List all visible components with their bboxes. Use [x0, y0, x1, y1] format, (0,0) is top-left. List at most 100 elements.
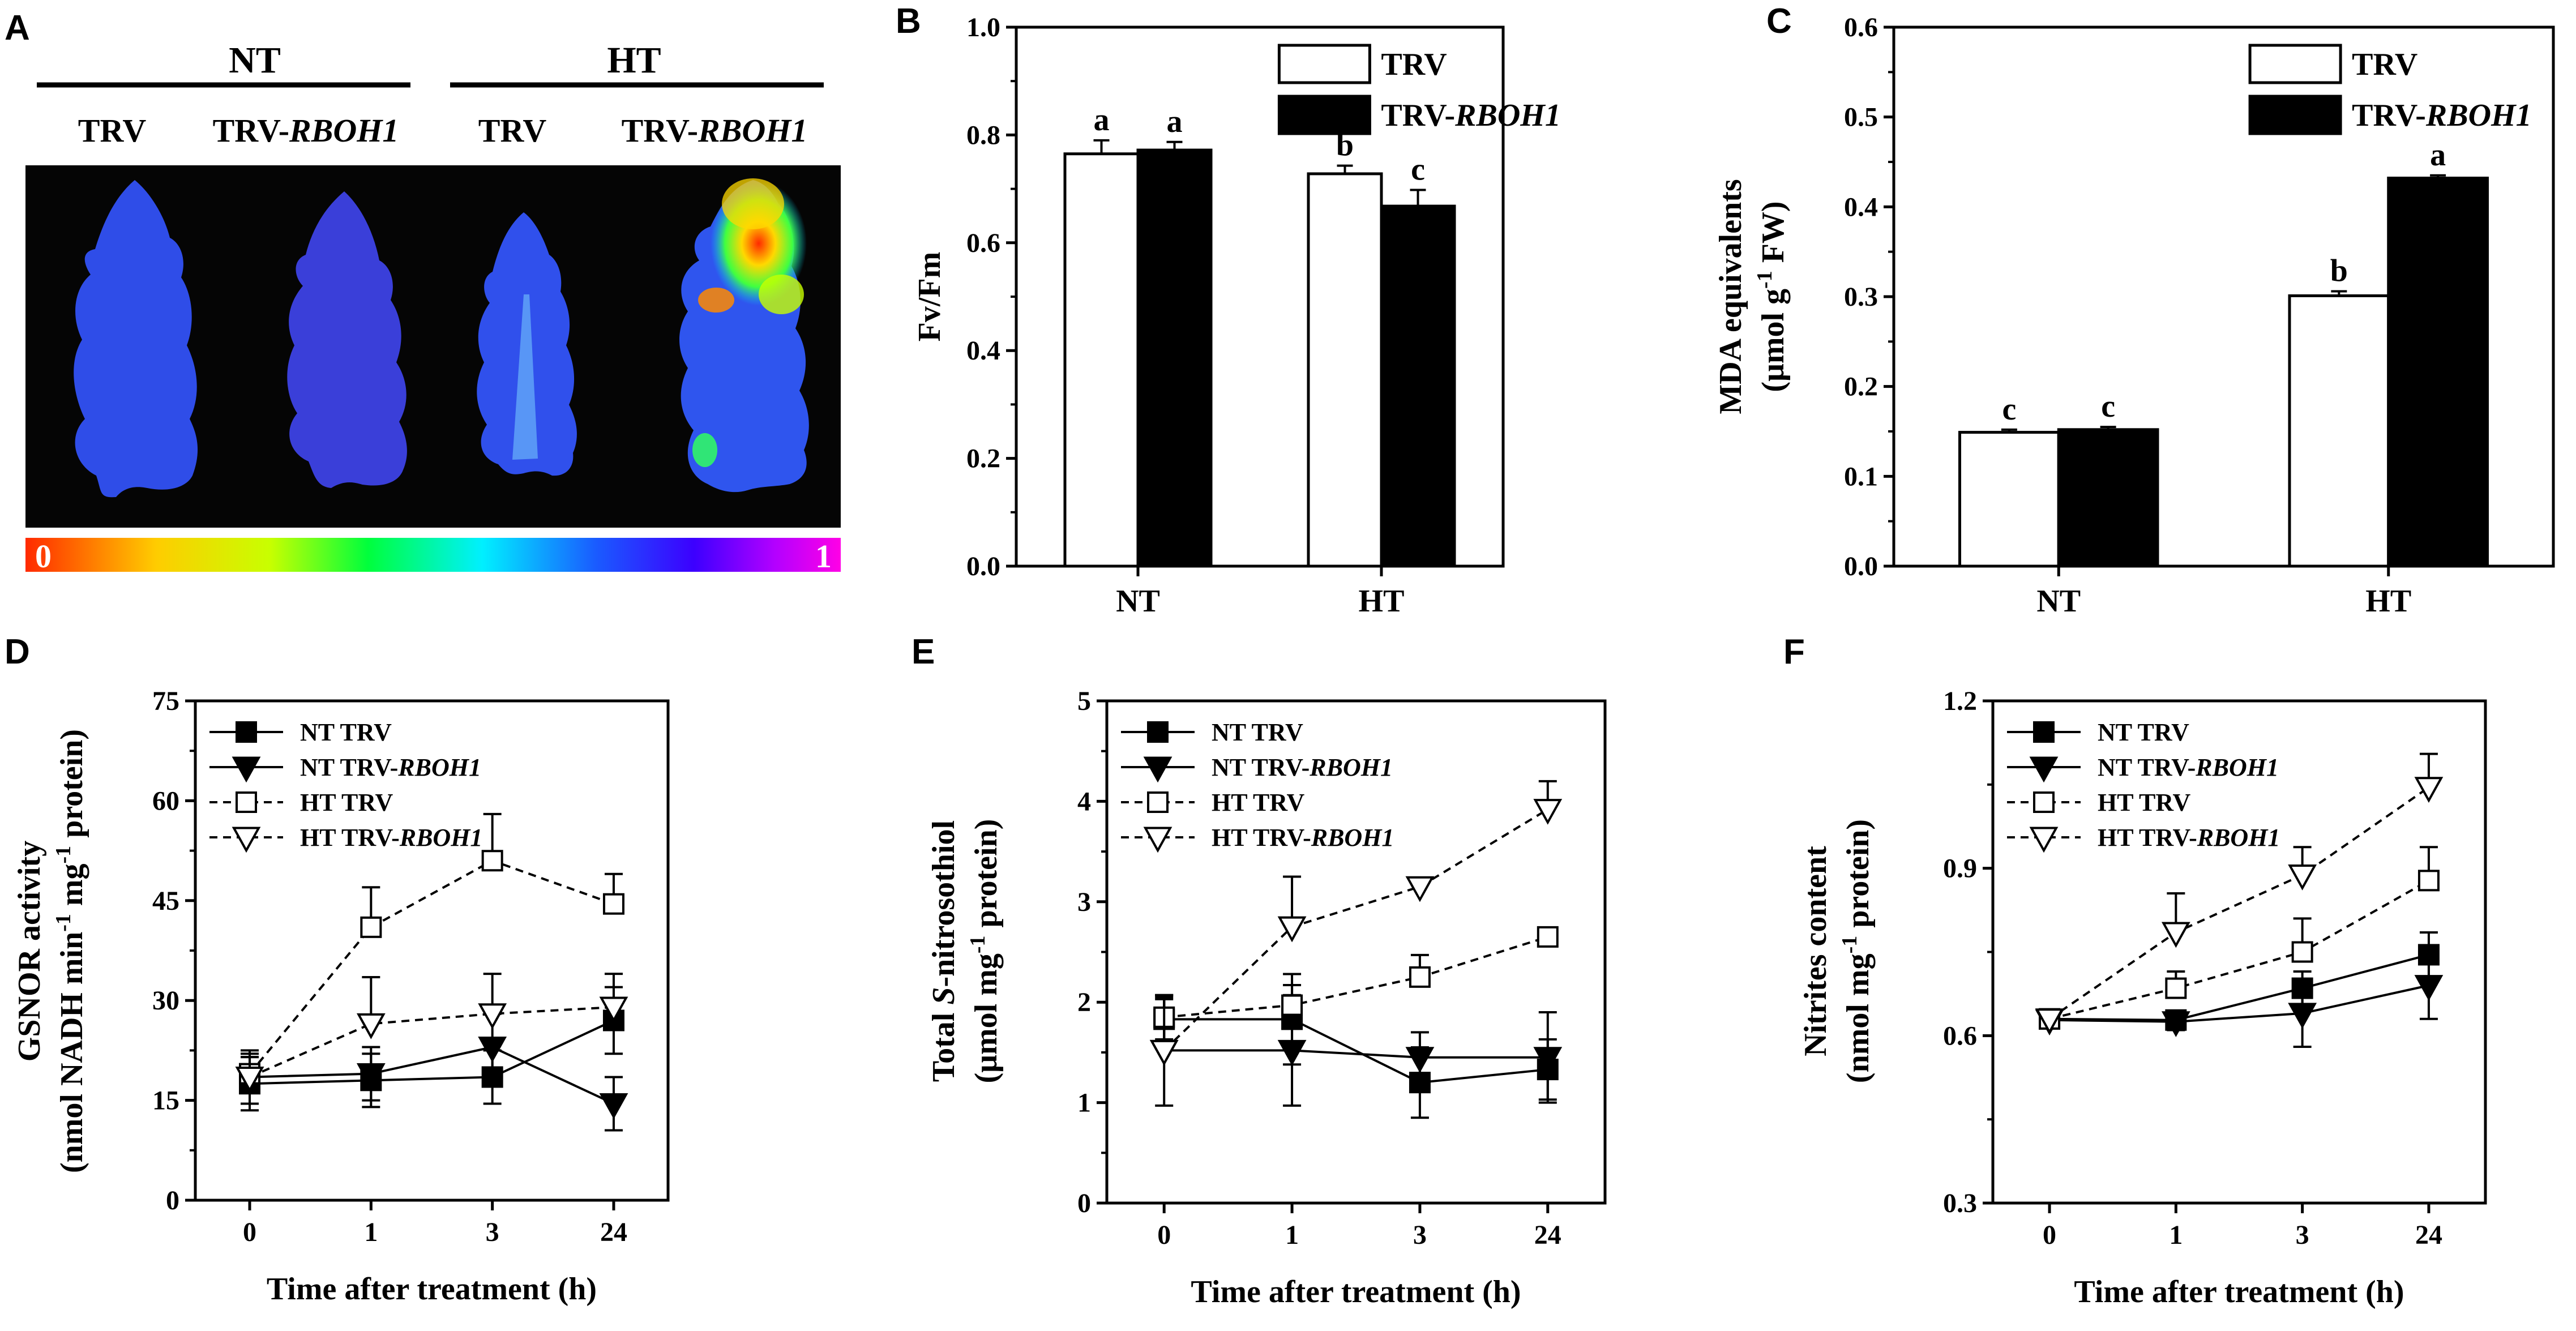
panel-c: C 0.0 0.1 0.2 0.3 0.4 0.5 0.6 NT c c HT b a TRV TRV-RBO… — [1713, 2, 2555, 619]
x-tick-label-d: 3 — [486, 1217, 499, 1247]
col-label-nt-trv-rboh1: TRV-RBOH1 — [213, 112, 399, 149]
marker-legend-d — [236, 791, 257, 813]
series-line-f-2 — [2049, 879, 2429, 1020]
x-tick-label-e: 24 — [1534, 1220, 1561, 1250]
legend-label-trv-rboh1-c: TRV-RBOH1 — [2352, 98, 2531, 133]
leaf-nt-trv-rboh1 — [287, 191, 407, 488]
y-axis-label-c-line2: (μmol g-1 FW) — [1753, 201, 1791, 392]
y-tick-label-c: 0.1 — [1844, 461, 1878, 491]
legend-label-d: HT TRV-RBOH1 — [300, 824, 482, 851]
marker-f-1 — [2288, 1003, 2317, 1029]
marker-d-1 — [599, 1093, 628, 1119]
series-line-d-1 — [249, 1046, 614, 1105]
x-tick-label-f: 1 — [2169, 1220, 2183, 1250]
marker-d-2 — [360, 916, 382, 938]
bar-c-nt-0 — [1958, 431, 2060, 568]
significance-letter-b: a — [1094, 102, 1110, 138]
marker-e-3 — [1405, 876, 1435, 902]
y-axis-label-c-line1: MDA equivalents — [1713, 179, 1748, 414]
y-tick-label-b: 0.6 — [966, 228, 1000, 258]
col-label-ht-trv: TRV — [478, 112, 547, 149]
legend-label-f: HT TRV — [2098, 789, 2191, 816]
series-line-f-0 — [2049, 953, 2429, 1021]
marker-e-1 — [1277, 1039, 1307, 1066]
bar-c-nt-1 — [2057, 428, 2159, 568]
marker-f-1 — [2414, 975, 2444, 1001]
panel-letter-c: C — [1766, 2, 1792, 41]
series-line-e-1 — [1164, 1049, 1548, 1059]
y-tick-label-c: 0.0 — [1844, 551, 1878, 581]
x-tick-label-e: 3 — [1413, 1220, 1427, 1250]
marker-d-1 — [356, 1063, 386, 1089]
y-tick-label-e: 5 — [1077, 686, 1091, 716]
x-category-label-c: HT — [2365, 584, 2411, 619]
series-line-e-0 — [1164, 1018, 1548, 1084]
significance-letter-c: c — [2101, 389, 2115, 424]
y-axis-label-f-line2: (nmol mg-1 protein) — [1838, 819, 1876, 1083]
panel-f: F 0.3 0.6 0.9 1.2 0 1 3 24 Time after treatment (… — [1783, 632, 2487, 1309]
legend-swatch-trv-rboh1-b — [1277, 95, 1371, 135]
marker-f-3 — [2414, 777, 2444, 803]
panel-letter-a: A — [5, 8, 30, 48]
scale-max-label: 1 — [815, 538, 832, 575]
y-tick-label-c: 0.4 — [1844, 192, 1878, 222]
significance-letter-b: c — [1411, 152, 1425, 187]
marker-legend-e — [1147, 791, 1169, 813]
legend-label-e: HT TRV — [1212, 789, 1305, 816]
y-axis-label-e-line1: Total S-nitrosothiol — [926, 820, 961, 1082]
y-tick-label-d: 30 — [152, 986, 179, 1016]
x-category-label-b: NT — [1116, 584, 1160, 619]
marker-legend-f — [2029, 756, 2059, 783]
series-line-e-2 — [1164, 935, 1548, 1018]
y-tick-label-b: 0.4 — [966, 336, 1000, 366]
bar-b-nt-0 — [1063, 152, 1140, 568]
marker-d-1 — [478, 1037, 507, 1063]
marker-f-2 — [2291, 941, 2313, 963]
legend-label-f: NT TRV — [2098, 718, 2189, 746]
y-tick-label-f: 0.3 — [1943, 1188, 1977, 1218]
y-axis-label-d-line1: GSNOR activity — [12, 841, 47, 1062]
x-tick-label-e: 1 — [1285, 1220, 1299, 1250]
panel-letter-f: F — [1783, 632, 1805, 671]
bar-b-ht-1 — [1380, 204, 1456, 568]
y-tick-label-d: 45 — [152, 886, 179, 916]
y-tick-label-c: 0.5 — [1844, 102, 1878, 132]
x-tick-label-d: 1 — [364, 1217, 378, 1247]
marker-e-1 — [1533, 1047, 1563, 1073]
marker-legend-f — [2029, 827, 2059, 853]
legend-label-e: NT TRV — [1212, 718, 1303, 746]
marker-legend-f — [2033, 791, 2055, 813]
legend-label-trv-rboh1-b: TRV-RBOH1 — [1381, 98, 1560, 133]
marker-d-2 — [602, 893, 624, 915]
significance-letter-c: b — [2330, 253, 2348, 288]
legend-label-trv-b: TRV — [1381, 47, 1447, 82]
marker-legend-f — [2033, 721, 2055, 743]
bar-b-nt-1 — [1136, 148, 1213, 568]
panel-a: A NT HT TRV TRV-RBOH1 TRV TRV-RBOH1 0 1 — [5, 8, 841, 575]
significance-letter-c: a — [2430, 138, 2446, 173]
y-tick-label-d: 15 — [152, 1086, 179, 1116]
legend-swatch-trv-rboh1-c — [2248, 95, 2342, 135]
panel-e: E 0 1 2 3 4 5 0 1 3 24 Time after treatment (h) NT T… — [912, 632, 1607, 1309]
significance-letter-b: a — [1167, 104, 1183, 139]
y-tick-label-c: 0.2 — [1844, 372, 1878, 402]
leaf-nt-trv — [74, 180, 198, 498]
group-label-nt: NT — [229, 40, 281, 81]
marker-legend-d — [232, 827, 261, 853]
legend-label-d: NT TRV — [300, 718, 392, 746]
legend-label-d: NT TRV-RBOH1 — [300, 754, 481, 781]
bar-b-ht-0 — [1307, 172, 1383, 568]
x-tick-label-f: 0 — [2043, 1220, 2056, 1250]
marker-e-2 — [1537, 926, 1559, 948]
x-category-label-b: HT — [1359, 584, 1405, 619]
legend-label-f: HT TRV-RBOH1 — [2098, 824, 2280, 851]
leaf-hotspot-right — [759, 275, 804, 314]
y-axis-label-f-line1: Nitrites content — [1798, 846, 1833, 1056]
marker-legend-d — [232, 756, 261, 783]
col-label-ht-trv-rboh1: TRV-RBOH1 — [622, 112, 808, 149]
leaf-ht-trv-slit — [512, 294, 538, 460]
marker-d-3 — [478, 1003, 507, 1029]
x-axis-label-e: Time after treatment (h) — [1191, 1274, 1521, 1309]
y-tick-label-e: 0 — [1077, 1188, 1091, 1218]
